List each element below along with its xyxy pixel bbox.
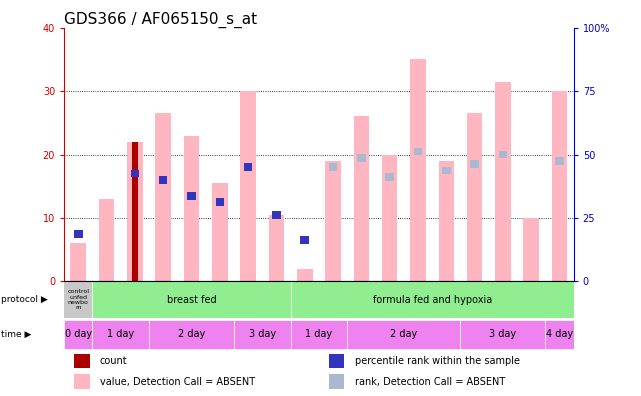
Bar xyxy=(545,320,574,349)
Bar xyxy=(357,154,365,162)
Bar xyxy=(99,199,114,282)
Bar xyxy=(290,320,347,349)
Bar xyxy=(460,320,545,349)
Bar xyxy=(290,282,574,318)
Bar xyxy=(297,268,313,282)
Bar xyxy=(234,320,290,349)
Bar xyxy=(269,215,284,282)
Bar xyxy=(71,243,86,282)
Bar xyxy=(329,354,344,368)
Bar xyxy=(347,320,460,349)
Bar xyxy=(74,374,90,389)
Text: 0 day: 0 day xyxy=(65,329,92,339)
Bar xyxy=(184,135,199,282)
Bar xyxy=(499,151,507,158)
Bar xyxy=(155,113,171,282)
Text: 1 day: 1 day xyxy=(305,329,333,339)
Bar xyxy=(467,113,483,282)
Bar xyxy=(329,164,337,171)
Bar xyxy=(385,173,394,181)
Bar xyxy=(64,320,92,349)
Bar xyxy=(149,320,234,349)
Bar xyxy=(92,320,149,349)
Bar xyxy=(325,161,341,282)
Bar xyxy=(215,198,224,206)
Bar xyxy=(495,82,511,282)
Bar xyxy=(329,374,344,389)
Bar xyxy=(413,148,422,155)
Bar xyxy=(555,157,564,165)
Text: 1 day: 1 day xyxy=(107,329,134,339)
Bar xyxy=(524,218,539,282)
Bar xyxy=(92,282,290,318)
Bar xyxy=(410,59,426,282)
Bar xyxy=(74,354,90,368)
Text: time ▶: time ▶ xyxy=(1,330,31,339)
Text: protocol ▶: protocol ▶ xyxy=(1,295,47,304)
Text: 3 day: 3 day xyxy=(489,329,517,339)
Text: 3 day: 3 day xyxy=(249,329,276,339)
Text: 2 day: 2 day xyxy=(390,329,417,339)
Bar xyxy=(74,230,83,238)
Bar xyxy=(187,192,196,200)
Bar xyxy=(131,170,139,177)
Bar xyxy=(159,176,167,184)
Bar xyxy=(382,154,397,282)
Bar xyxy=(301,236,309,244)
Bar xyxy=(244,164,253,171)
Text: 2 day: 2 day xyxy=(178,329,205,339)
Text: formula fed and hypoxia: formula fed and hypoxia xyxy=(372,295,492,305)
Bar xyxy=(272,211,281,219)
Text: count: count xyxy=(100,356,128,366)
Bar xyxy=(212,183,228,282)
Text: rank, Detection Call = ABSENT: rank, Detection Call = ABSENT xyxy=(354,377,505,386)
Text: value, Detection Call = ABSENT: value, Detection Call = ABSENT xyxy=(100,377,255,386)
Text: control
unfed
newbo
rn: control unfed newbo rn xyxy=(67,289,89,310)
Bar xyxy=(132,142,138,282)
Bar xyxy=(354,116,369,282)
Bar xyxy=(552,91,567,282)
Text: 4 day: 4 day xyxy=(546,329,573,339)
Text: GDS366 / AF065150_s_at: GDS366 / AF065150_s_at xyxy=(64,11,257,28)
Text: percentile rank within the sample: percentile rank within the sample xyxy=(354,356,520,366)
Bar xyxy=(240,91,256,282)
Text: breast fed: breast fed xyxy=(167,295,216,305)
Bar xyxy=(438,161,454,282)
Bar xyxy=(470,160,479,168)
Bar xyxy=(442,167,451,174)
Bar xyxy=(127,142,143,282)
